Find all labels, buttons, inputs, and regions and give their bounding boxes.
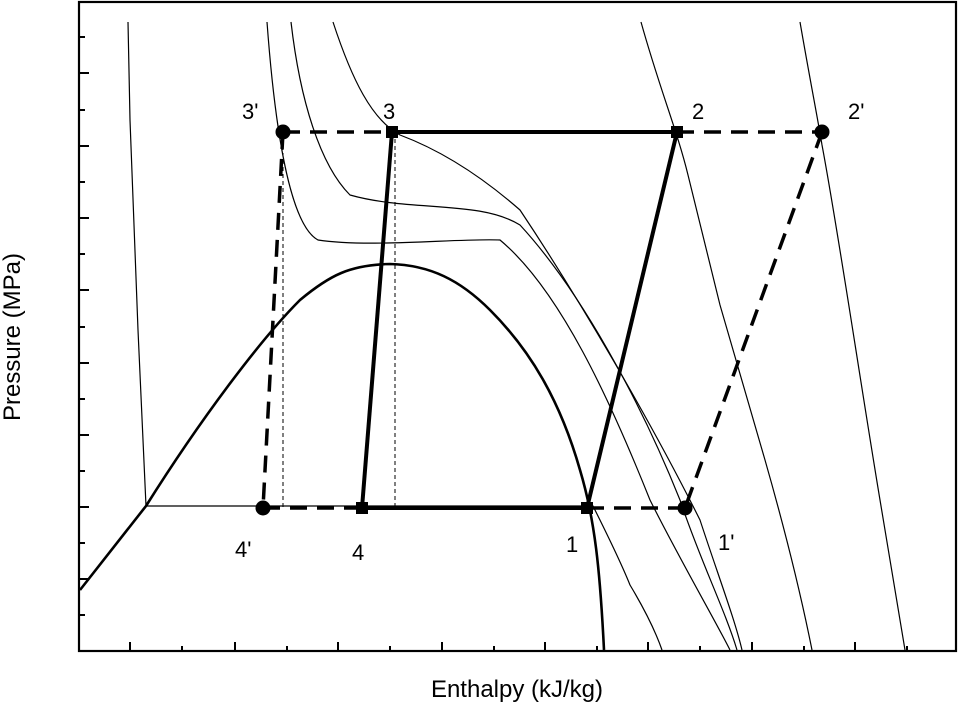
- marker-2: [671, 126, 683, 138]
- label-2: 2: [692, 99, 704, 124]
- marker-3-prime: [275, 124, 291, 140]
- cycle-dashed-seg-2p-1p: [683, 131, 824, 509]
- state-labels: 3' 3 2 2' 4' 4 1 1': [235, 99, 864, 565]
- plot-frame: [77, 0, 958, 653]
- label-4: 4: [352, 540, 364, 565]
- marker-4: [356, 502, 368, 514]
- isentrope-2: [799, 21, 906, 651]
- isotherm-low: [127, 21, 663, 651]
- cycle-dashed: [261, 130, 824, 510]
- x-axis-title: Enthalpy (kJ/kg): [431, 676, 603, 703]
- label-1: 1: [566, 532, 578, 557]
- label-1-prime: 1': [718, 530, 734, 555]
- marker-1-prime: [677, 500, 693, 516]
- marker-3: [386, 126, 398, 138]
- isotherm-mid-1: [266, 21, 731, 651]
- label-4-prime: 4': [235, 537, 251, 562]
- label-3: 3: [383, 99, 395, 124]
- cycle-solid-seg-3-4: [360, 131, 394, 509]
- marker-2-prime: [814, 124, 830, 140]
- y-axis-ticks: [79, 36, 89, 616]
- isotherm-mid-3: [332, 21, 743, 651]
- isolines: [127, 21, 906, 651]
- label-3-prime: 3': [242, 99, 258, 124]
- marker-4-prime: [255, 500, 271, 516]
- isotherm-mid-2: [290, 21, 738, 651]
- y-axis-title: Pressure (MPa): [0, 253, 26, 421]
- cycle-solid-seg-1-2: [585, 131, 679, 509]
- saturation-dome: [78, 262, 606, 651]
- cycle-dashed-seg-3p-4p: [261, 131, 285, 509]
- x-axis-ticks: [129, 642, 908, 651]
- marker-1: [581, 502, 593, 514]
- label-2-prime: 2': [848, 99, 864, 124]
- state-markers: [255, 124, 830, 516]
- isentrope-1: [640, 21, 813, 651]
- cycle-solid: [360, 130, 679, 510]
